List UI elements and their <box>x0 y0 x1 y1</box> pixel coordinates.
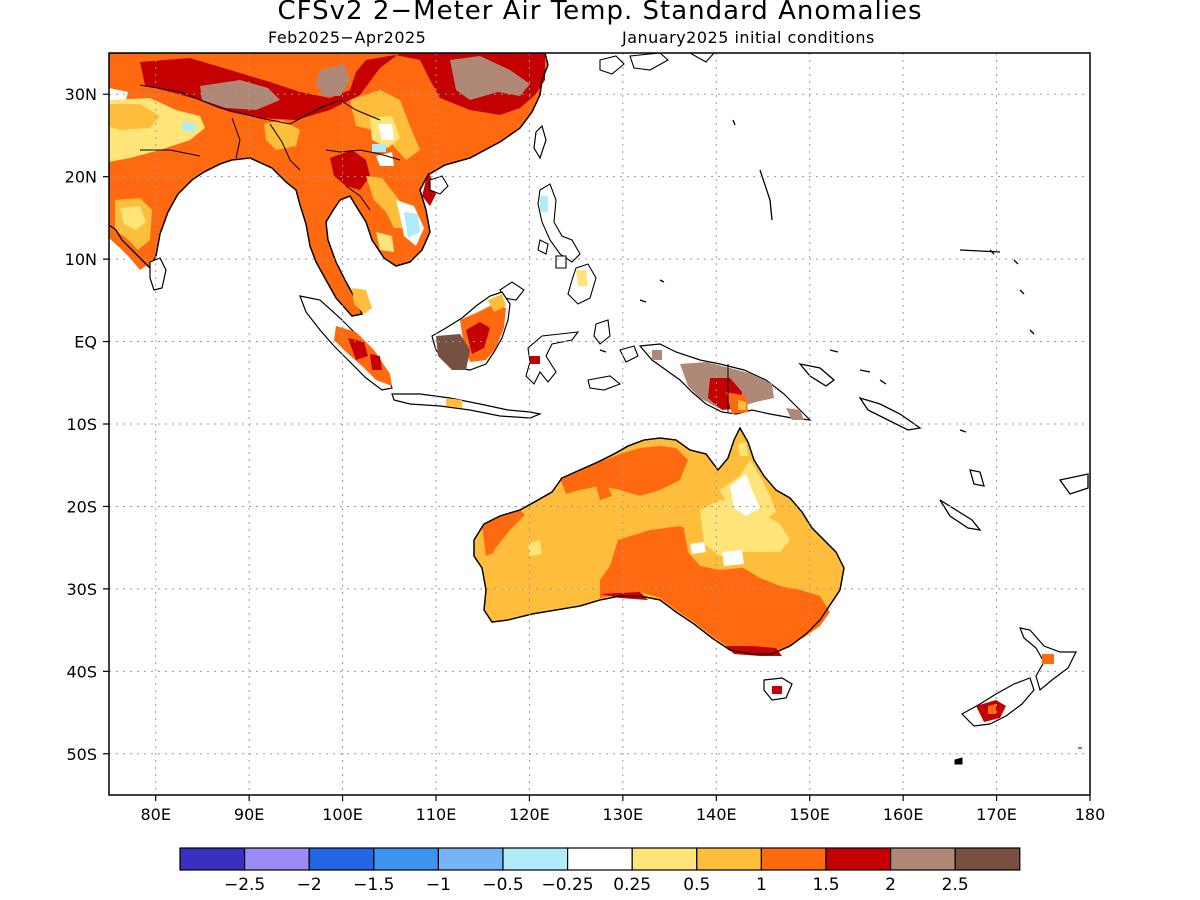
lat-tick-label: 40S <box>66 662 97 681</box>
colorbar-swatch <box>373 847 439 871</box>
colorbar-label: −1 <box>426 875 451 895</box>
new-zealand <box>961 627 1077 727</box>
colorbar-label: −0.25 <box>542 875 594 895</box>
colorbar-label: 2.5 <box>942 875 969 895</box>
lon-tick-label: 170E <box>976 805 1017 824</box>
colorbar: −2.5 −2 −1.5 −1 −0.5 −0.25 0.25 0.5 1 1.5 2 2.5 <box>179 847 1021 895</box>
new-guinea <box>638 343 812 421</box>
colorbar-swatch <box>566 847 633 871</box>
lat-tick-label: 50S <box>66 745 97 764</box>
colorbar-label: −1.5 <box>353 875 394 895</box>
lon-tick-label: 130E <box>603 805 644 824</box>
lat-tick-label: 20S <box>66 497 97 516</box>
lon-tick-label: 160E <box>883 805 924 824</box>
australia <box>473 426 845 656</box>
lon-tick-label: 90E <box>234 805 264 824</box>
colorbar-swatch <box>631 847 698 871</box>
lat-tick-label: 30S <box>66 580 97 599</box>
lon-tick-label: 140E <box>696 805 737 824</box>
colorbar-swatch <box>179 847 246 871</box>
colorbar-swatch <box>308 847 375 871</box>
initial-conditions: January2025 initial conditions <box>622 28 875 47</box>
colorbar-label: 0.5 <box>683 875 710 895</box>
axis-ticks: 80E 90E 100E 110E 120E 130E 140E 150E 160E 170E 18… <box>65 85 1106 824</box>
lon-tick-label: 100E <box>322 805 363 824</box>
colorbar-swatch <box>825 847 892 871</box>
lon-tick-label: 180 <box>1075 805 1106 824</box>
forecast-period: Feb2025−Apr2025 <box>268 28 427 47</box>
philippines <box>499 183 597 305</box>
colorbar-label: 1.5 <box>812 875 839 895</box>
sri-lanka <box>149 257 167 291</box>
colorbar-swatch <box>954 847 1021 871</box>
map-title: CFSv2 2−Meter Air Temp. Standard Anomali… <box>277 0 923 26</box>
colorbar-label: 2 <box>885 875 896 895</box>
lon-tick-label: 110E <box>416 805 457 824</box>
colorbar-label: 0.25 <box>613 875 651 895</box>
java <box>391 393 543 419</box>
map-plot-area <box>109 53 1090 795</box>
colorbar-label: −2.5 <box>224 875 265 895</box>
colorbar-swatch <box>502 847 569 871</box>
lon-tick-label: 150E <box>789 805 830 824</box>
colorbar-label: −2 <box>297 875 322 895</box>
lat-tick-label: 10N <box>65 250 97 269</box>
colorbar-label: −0.5 <box>482 875 523 895</box>
colorbar-label: 1 <box>756 875 767 895</box>
pacific-islands <box>599 119 1089 531</box>
sulawesi <box>525 319 639 391</box>
lat-tick-label: 10S <box>66 415 97 434</box>
colorbar-swatch <box>437 847 504 871</box>
lon-tick-label: 80E <box>140 805 170 824</box>
gridlines <box>109 53 1090 795</box>
sumatra <box>299 295 393 391</box>
taiwan <box>533 124 547 160</box>
lat-tick-label: 20N <box>65 168 97 187</box>
colorbar-swatch <box>760 847 827 871</box>
borneo <box>431 291 511 371</box>
colorbar-swatch <box>889 847 956 871</box>
lon-tick-label: 120E <box>509 805 550 824</box>
lat-tick-label: 30N <box>65 85 97 104</box>
lat-tick-label: EQ <box>74 333 97 352</box>
colorbar-swatch <box>244 847 310 871</box>
asia-landmass <box>109 53 549 317</box>
colorbar-swatch <box>696 847 762 871</box>
